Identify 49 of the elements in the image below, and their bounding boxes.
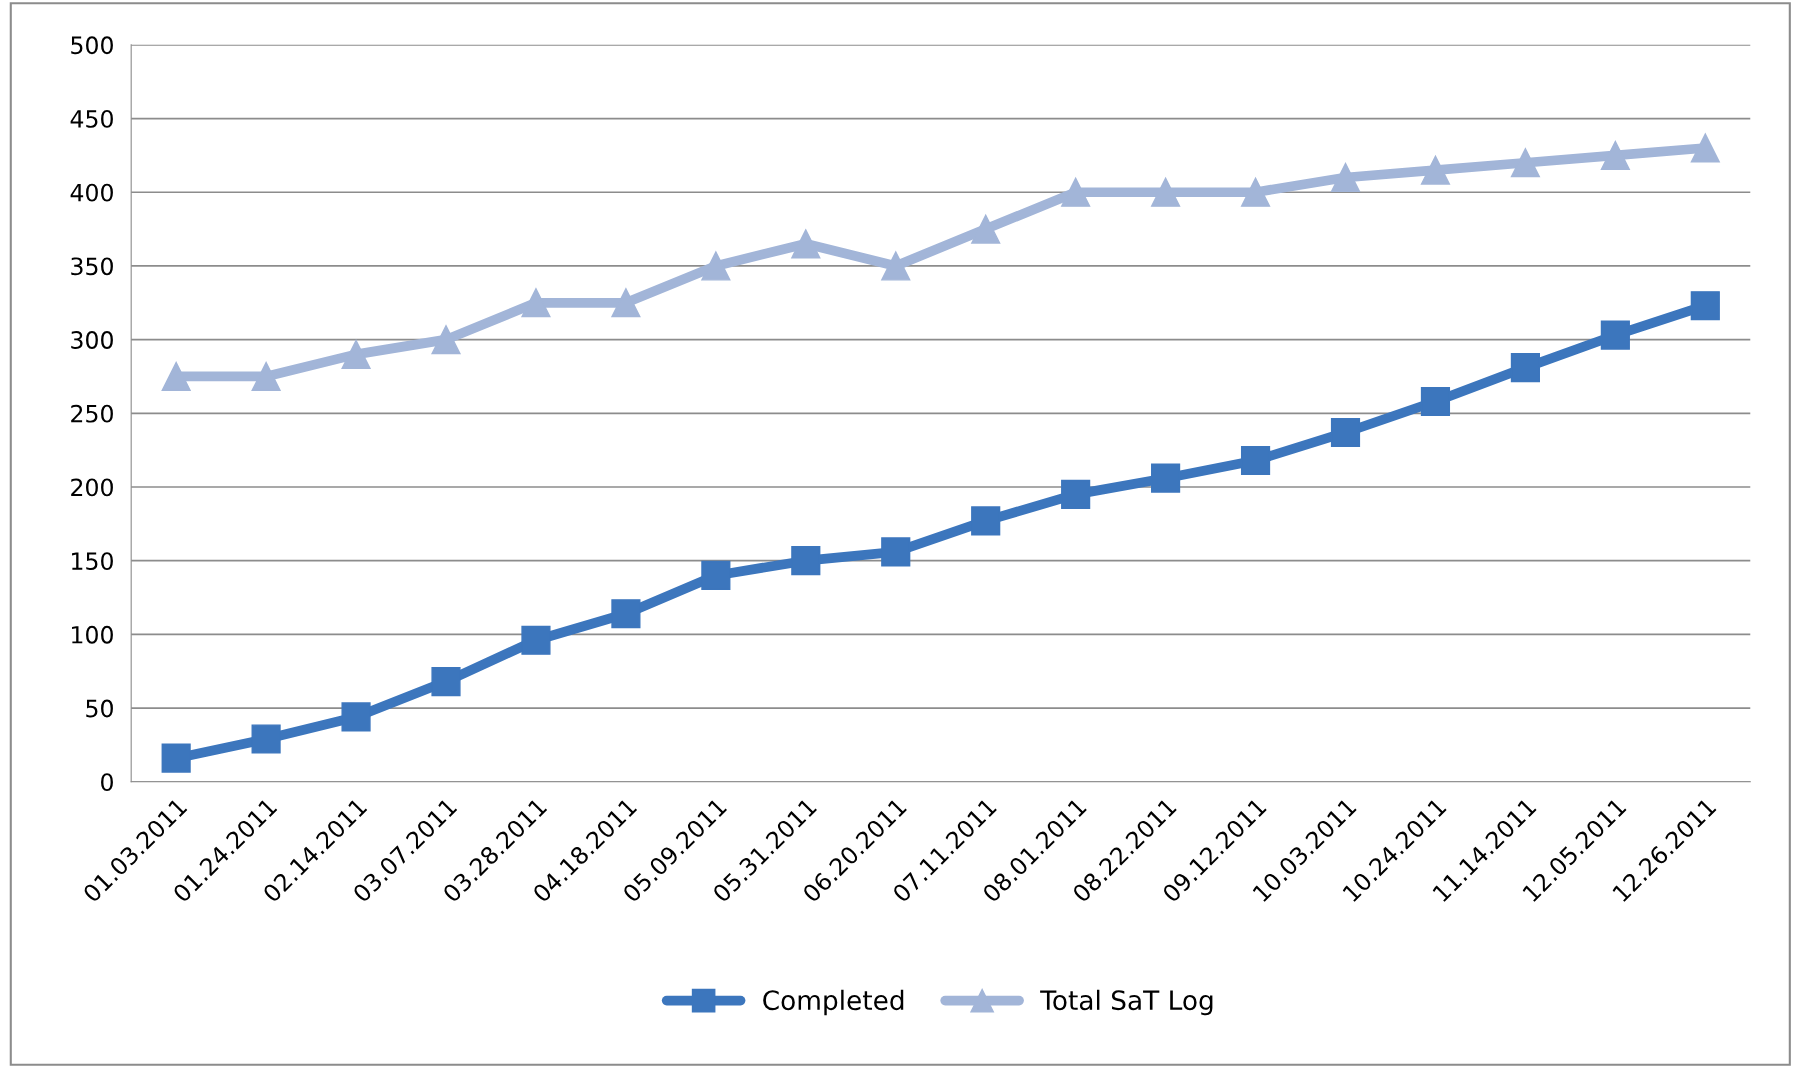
point (1510, 148, 1540, 178)
point (341, 339, 371, 369)
y-tick-label: 400 (70, 183, 113, 202)
point (611, 288, 641, 318)
point (1240, 177, 1271, 207)
point (1061, 479, 1091, 509)
point (881, 251, 911, 281)
point (1690, 291, 1720, 321)
point (1061, 177, 1091, 207)
point (701, 560, 731, 591)
y-tick-label: 200 (71, 478, 113, 497)
point (341, 702, 371, 732)
point (881, 537, 911, 567)
y-tick-label: 350 (71, 257, 113, 276)
y-tick-label: 50 (86, 699, 113, 718)
legend-label: Total SaT Log (1040, 989, 1213, 1016)
point (1420, 386, 1451, 417)
point (1690, 133, 1720, 163)
y-tick-label: 250 (71, 404, 113, 423)
point (431, 666, 461, 697)
legend-label: Completed (763, 989, 904, 1016)
point (431, 325, 461, 355)
point (791, 546, 821, 576)
point (1151, 177, 1181, 207)
point (1420, 155, 1451, 185)
point (521, 625, 551, 655)
point (521, 288, 551, 318)
y-tick-label: 300 (71, 331, 113, 349)
point (971, 506, 1001, 536)
point (1240, 445, 1271, 476)
y-tick-label: 450 (70, 109, 113, 128)
point (161, 743, 191, 773)
point (1330, 417, 1361, 448)
point (1151, 463, 1181, 493)
y-tick-label: 150 (72, 552, 113, 571)
point (1600, 140, 1630, 170)
point (971, 214, 1001, 244)
y-tick-label: 100 (72, 625, 113, 644)
y-tick-label: 0 (101, 773, 113, 792)
point (701, 251, 731, 281)
point (1600, 320, 1630, 350)
y-tick-label: 500 (71, 36, 113, 55)
point (1330, 162, 1361, 193)
point (1510, 353, 1540, 383)
point (251, 724, 281, 754)
point (791, 229, 821, 259)
point (251, 361, 281, 392)
point (611, 599, 641, 629)
point (161, 361, 191, 392)
